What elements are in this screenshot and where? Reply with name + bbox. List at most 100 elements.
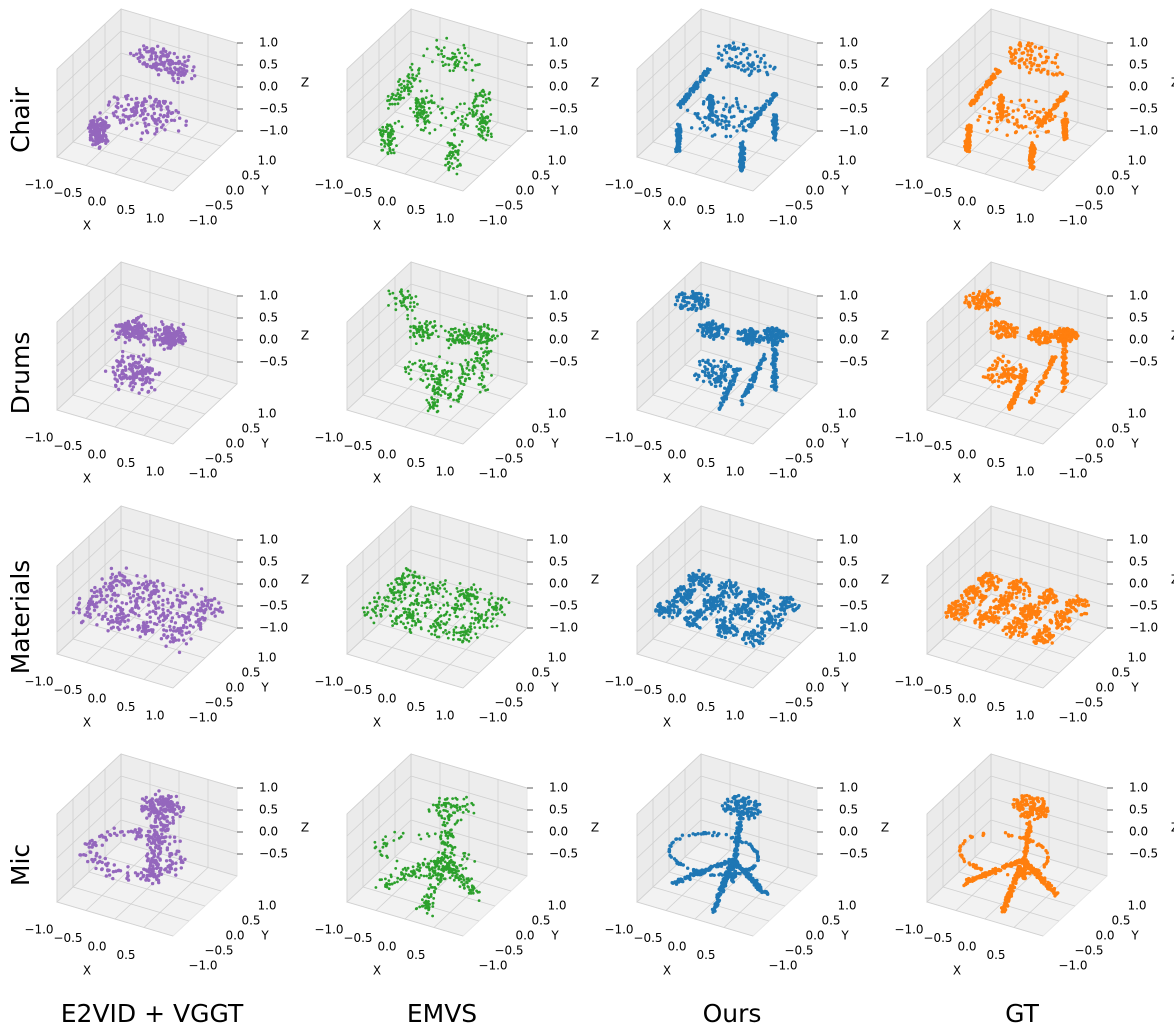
point: [442, 375, 445, 378]
point: [464, 123, 467, 126]
point: [990, 322, 993, 325]
point: [138, 365, 141, 368]
y-tick-label: −1.0: [478, 467, 507, 481]
point: [444, 387, 447, 390]
point: [436, 382, 439, 385]
y-tick-label: 1.0: [257, 651, 276, 665]
point: [468, 112, 471, 115]
point: [454, 61, 457, 64]
point: [461, 367, 464, 370]
point: [164, 50, 167, 53]
point: [1005, 110, 1008, 113]
z-tick-label: −0.5: [259, 599, 288, 613]
point: [451, 339, 454, 342]
point: [994, 324, 997, 327]
point: [1062, 380, 1065, 383]
z-tick-label: −1.0: [259, 621, 288, 635]
point: [428, 322, 431, 325]
point: [441, 390, 444, 393]
point: [113, 372, 116, 375]
point: [463, 102, 466, 105]
point: [1033, 57, 1036, 60]
point: [1035, 110, 1038, 113]
point: [717, 329, 720, 332]
point: [1062, 374, 1065, 377]
point: [446, 361, 449, 364]
point: [404, 297, 407, 300]
point: [114, 324, 117, 327]
point: [1022, 103, 1025, 106]
point: [1022, 51, 1025, 54]
point: [407, 93, 410, 96]
point: [1014, 48, 1017, 51]
point: [772, 371, 775, 374]
point: [115, 105, 118, 108]
point: [1019, 366, 1022, 369]
point: [156, 579, 159, 582]
point: [403, 89, 406, 92]
point: [727, 363, 730, 366]
point: [184, 339, 187, 342]
point: [461, 340, 464, 343]
point: [135, 122, 138, 125]
point: [718, 408, 721, 411]
panel: −1.0−0.50.00.51.0−1.0−0.50.00.51.0−0.50.…: [24, 262, 309, 486]
point: [408, 372, 411, 375]
point: [702, 380, 705, 383]
point: [214, 614, 217, 617]
point: [430, 94, 433, 97]
point: [1030, 50, 1033, 53]
point: [437, 53, 440, 56]
point: [1032, 332, 1035, 335]
point: [477, 133, 480, 136]
point: [181, 594, 184, 597]
x-tick-label: 0.0: [377, 448, 396, 462]
point: [182, 73, 185, 76]
point: [409, 369, 412, 372]
point: [479, 122, 482, 125]
point: [420, 364, 423, 367]
point: [387, 107, 390, 110]
point: [428, 107, 431, 110]
point: [456, 106, 459, 109]
point: [767, 340, 770, 343]
point: [138, 391, 141, 394]
point: [482, 376, 485, 379]
point: [450, 370, 453, 373]
point: [751, 378, 754, 381]
point: [1023, 115, 1026, 118]
point: [1006, 119, 1009, 122]
point: [742, 64, 745, 67]
point: [1009, 405, 1012, 408]
point: [457, 153, 460, 156]
point: [101, 140, 104, 143]
point: [159, 55, 162, 58]
point: [474, 337, 477, 340]
point: [425, 111, 428, 114]
point: [754, 50, 757, 53]
point: [117, 388, 120, 391]
point: [476, 118, 479, 121]
point: [423, 117, 426, 120]
z-axis-label: Z: [301, 76, 309, 90]
point: [447, 154, 450, 157]
point: [402, 97, 405, 100]
x-axis-label: X: [953, 219, 961, 233]
point: [464, 68, 467, 71]
point: [694, 309, 697, 312]
point: [990, 367, 993, 370]
point: [1014, 131, 1017, 134]
point: [728, 106, 731, 109]
point: [1075, 337, 1078, 340]
point: [141, 62, 144, 65]
row-label: Materials: [6, 560, 35, 675]
point: [449, 405, 452, 408]
point: [163, 128, 166, 131]
point: [122, 376, 125, 379]
z-tick-label: −0.5: [839, 102, 868, 116]
point: [1004, 364, 1007, 367]
point: [1027, 113, 1030, 116]
point: [1042, 108, 1045, 111]
point: [190, 589, 193, 592]
point: [459, 333, 462, 336]
